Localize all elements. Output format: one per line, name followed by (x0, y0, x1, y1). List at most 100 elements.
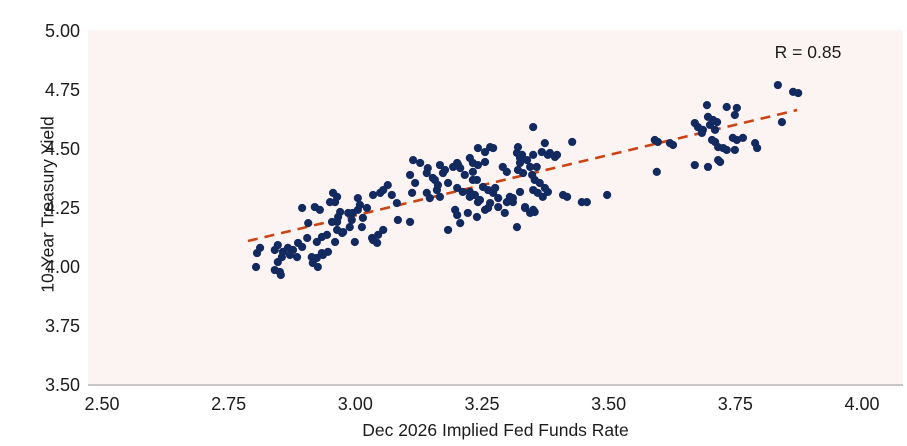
data-point (345, 223, 354, 232)
data-point (472, 212, 482, 222)
data-point (732, 103, 741, 113)
data-point (529, 122, 538, 132)
data-point (423, 164, 432, 173)
data-point (540, 139, 549, 148)
x-tick-label: 3.50 (591, 394, 626, 414)
data-point (603, 190, 612, 200)
data-point (322, 230, 332, 240)
data-point (543, 150, 552, 159)
data-point (468, 167, 477, 176)
data-point (502, 167, 511, 176)
data-point (405, 170, 415, 180)
data-point (483, 185, 493, 195)
data-point (458, 187, 467, 197)
data-point (520, 202, 530, 212)
data-point (794, 88, 803, 98)
data-point (336, 207, 345, 217)
data-point (528, 170, 537, 180)
data-point (435, 192, 445, 202)
data-point (315, 205, 324, 214)
data-point (443, 225, 453, 235)
data-point (480, 147, 490, 157)
data-point (538, 192, 547, 202)
data-point (550, 152, 560, 162)
data-point (357, 223, 367, 232)
data-point (435, 160, 445, 170)
data-point (383, 181, 392, 190)
y-tick-label: 3.75 (45, 316, 80, 336)
data-point (453, 210, 462, 220)
data-point (712, 117, 722, 127)
x-axis-title: Dec 2026 Implied Fed Funds Rate (362, 420, 629, 440)
data-point (276, 270, 285, 280)
data-point (251, 262, 261, 272)
data-point (456, 219, 465, 228)
data-point (730, 145, 739, 155)
y-tick-label: 5.00 (45, 21, 80, 41)
data-point (515, 158, 525, 168)
data-point (473, 143, 483, 153)
data-point (543, 187, 552, 197)
data-point (358, 213, 368, 223)
data-point (393, 215, 402, 225)
data-point (738, 133, 748, 143)
data-point (722, 102, 731, 112)
data-point (494, 193, 503, 203)
data-point (411, 178, 420, 188)
data-point (526, 162, 535, 172)
data-point (494, 202, 503, 212)
data-point (703, 162, 713, 172)
data-point (486, 198, 495, 208)
data-point (582, 198, 591, 207)
data-point (408, 155, 418, 165)
data-point (416, 158, 425, 168)
data-point (653, 137, 662, 147)
data-point (298, 242, 307, 252)
data-point (722, 145, 731, 155)
data-point (273, 240, 282, 250)
y-tick-label: 3.50 (45, 375, 80, 395)
data-point (702, 101, 712, 110)
data-point (472, 175, 482, 185)
data-point (304, 219, 313, 228)
data-point (330, 198, 340, 207)
data-point (697, 128, 706, 138)
data-point (515, 187, 525, 197)
data-point (368, 190, 378, 200)
data-point (508, 193, 518, 203)
data-point (344, 208, 353, 218)
data-point (285, 250, 295, 260)
data-point (379, 225, 388, 235)
x-tick-label: 4.00 (844, 394, 879, 414)
data-point (563, 192, 572, 202)
data-point (433, 181, 443, 190)
data-point (292, 252, 302, 262)
data-point (532, 162, 541, 172)
data-point (535, 178, 544, 188)
data-point (530, 207, 539, 217)
x-tick-label: 3.00 (338, 394, 373, 414)
data-point (480, 157, 490, 167)
data-point (716, 157, 725, 167)
data-point (273, 257, 282, 267)
data-point (463, 208, 472, 218)
data-point (252, 248, 262, 258)
data-point (705, 120, 715, 130)
data-point (730, 110, 739, 120)
data-point (537, 147, 546, 157)
data-point (327, 217, 337, 227)
y-tick-label: 4.25 (45, 198, 80, 218)
data-point (392, 198, 401, 208)
data-point (312, 237, 321, 247)
data-point (298, 203, 307, 213)
data-point (489, 143, 498, 153)
data-point (470, 190, 480, 200)
data-point (753, 143, 762, 153)
y-axis-title: 10-Year Treasury Yield (37, 116, 58, 293)
x-tick-label: 3.75 (718, 394, 753, 414)
data-point (347, 215, 356, 225)
data-point (475, 195, 485, 205)
data-point (522, 155, 532, 165)
